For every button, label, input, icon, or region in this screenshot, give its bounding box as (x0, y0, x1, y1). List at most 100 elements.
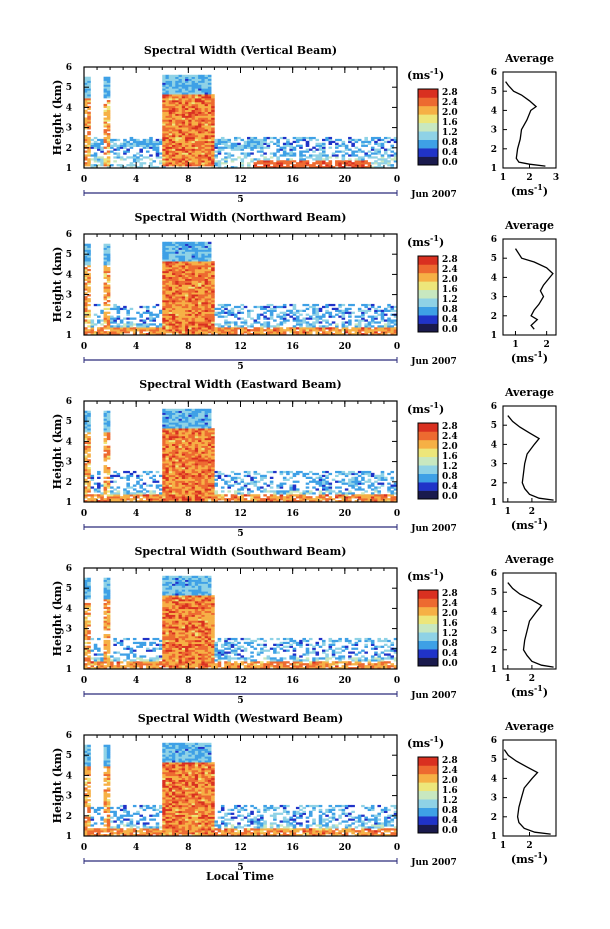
heatmap-cell (162, 434, 166, 437)
heatmap-cell (230, 313, 235, 316)
heatmap-cell (84, 282, 88, 285)
heatmap-cell (328, 315, 333, 318)
heatmap-cell (168, 424, 173, 427)
heatmap-cell (240, 138, 245, 142)
heatmap-cell (207, 426, 212, 429)
heatmap-cell (188, 455, 192, 458)
heatmap-cell (207, 133, 212, 136)
heatmap-cell (185, 480, 189, 483)
heatmap-cell (165, 432, 170, 435)
heatmap-cell (90, 327, 95, 330)
heatmap-cell (116, 486, 121, 489)
heatmap-cell (84, 434, 88, 437)
heatmap-cell (126, 474, 130, 478)
heatmap-cell (276, 305, 280, 309)
heatmap-cell (211, 123, 215, 126)
heatmap-cell (191, 305, 196, 309)
heatmap-cell (201, 418, 205, 421)
heatmap-cell (292, 319, 297, 322)
heatmap-cell (194, 309, 199, 312)
heatmap-cell (97, 333, 101, 336)
heatmap-cell (178, 468, 183, 472)
heatmap-cell (312, 311, 316, 314)
heatmap-cell (181, 500, 186, 503)
heatmap-cell (322, 144, 326, 147)
heatmap-cell (273, 492, 277, 495)
heatmap-cell (194, 296, 199, 299)
heatmap-cell (198, 480, 202, 483)
heatmap-cell (87, 280, 91, 283)
heatmap-cell (260, 305, 264, 309)
heatmap-cell (370, 152, 375, 155)
heatmap-cell (168, 261, 173, 264)
heatmap-cell (175, 426, 179, 429)
heatmap-cell (253, 144, 258, 147)
heatmap-cell (214, 323, 218, 326)
y-tick-label: 1 (66, 331, 72, 341)
heatmap-cell (168, 284, 173, 287)
heatmap-cell (256, 472, 261, 476)
heatmap-cell (84, 263, 88, 266)
heatmap-cell (370, 305, 375, 309)
heatmap-cell (325, 138, 329, 142)
heatmap-cell (149, 498, 153, 501)
heatmap-cell (185, 478, 189, 481)
heatmap-cell (162, 422, 166, 425)
heatmap-cell (292, 486, 297, 489)
heatmap-cell (318, 498, 323, 501)
heatmap-cell (103, 480, 108, 483)
heatmap-cell (175, 455, 179, 458)
heatmap-cell (178, 478, 183, 481)
heatmap-cell (162, 468, 166, 472)
heatmap-cell (152, 166, 157, 169)
heatmap-cell (103, 263, 108, 266)
heatmap-cell (136, 160, 140, 163)
heatmap-cell (162, 292, 166, 295)
heatmap-cell (106, 90, 111, 93)
heatmap-cell (325, 476, 329, 479)
heatmap-cell (370, 156, 375, 159)
heatmap-cell (119, 331, 124, 334)
heatmap-cell (250, 136, 254, 140)
heatmap-cell (308, 148, 313, 151)
heatmap-cell (207, 119, 212, 122)
heatmap-cell (175, 439, 179, 443)
heatmap-cell (139, 492, 143, 495)
heatmap-cell (113, 305, 117, 309)
heatmap-cell (175, 94, 179, 97)
heatmap-cell (207, 420, 212, 423)
heatmap-cell (168, 486, 173, 489)
heatmap-cell (191, 76, 196, 79)
heatmap-cell (357, 327, 362, 330)
heatmap-cell (168, 272, 173, 276)
heatmap-cell (188, 329, 192, 332)
heatmap-cell (175, 325, 179, 328)
heatmap-cell (162, 453, 166, 456)
heatmap-cell (207, 490, 212, 493)
heatmap-cell (191, 131, 196, 134)
heatmap-cell (292, 154, 297, 157)
heatmap-cell (269, 486, 274, 489)
heatmap-cell (87, 119, 91, 122)
heatmap-cell (198, 430, 202, 433)
heatmap-cell (142, 156, 147, 159)
heatmap-cell (132, 154, 137, 157)
heatmap-cell (211, 294, 215, 297)
heatmap-cell (103, 437, 108, 441)
heatmap-cell (129, 317, 134, 320)
heatmap-cell (335, 146, 339, 149)
heatmap-cell (357, 325, 362, 328)
heatmap-cell (282, 313, 287, 316)
heatmap-cell (328, 323, 333, 326)
heatmap-cell (185, 435, 189, 439)
heatmap-cell (145, 140, 150, 144)
heatmap-cell (312, 325, 316, 328)
heatmap-cell (230, 498, 235, 501)
heatmap-cell (194, 92, 199, 95)
heatmap-cell (348, 160, 352, 163)
heatmap-cell (178, 296, 183, 299)
heatmap-cell (207, 113, 212, 116)
heatmap-cell (194, 270, 199, 274)
heatmap-cell (211, 453, 215, 456)
colorbar-swatch (418, 315, 438, 324)
